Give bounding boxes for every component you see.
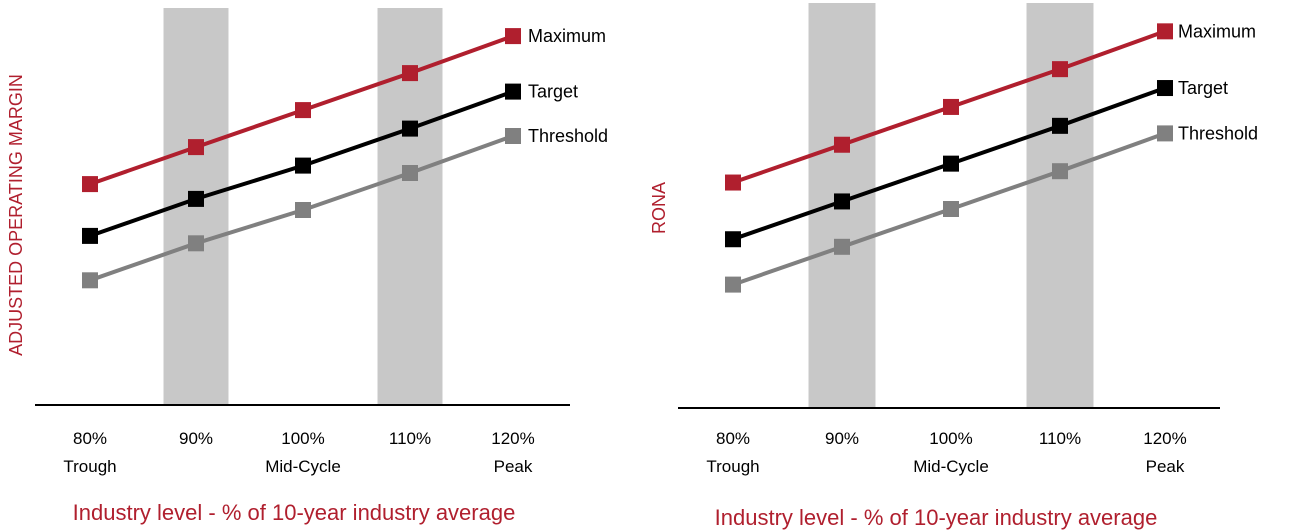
chart-left: Maximum Target Threshold 80% Trough 90% 100% M… (6, 8, 608, 525)
legend-label-threshold: Threshold (528, 126, 608, 146)
x-tick-labels: 80% Trough 90% 100% Mid-Cycle 110% 120% Peak (706, 429, 1186, 476)
legend-label-threshold: Threshold (1178, 123, 1258, 143)
chart-right: Maximum Target Threshold 80% Trough 90% 100% M… (649, 3, 1258, 530)
marker-threshold (505, 128, 521, 144)
legend-label-maximum: Maximum (1178, 21, 1256, 41)
marker-threshold (188, 235, 204, 252)
marker-threshold (1157, 125, 1173, 142)
marker-target (943, 155, 959, 172)
x-tick-label: 90% (179, 429, 213, 448)
marker-target (1157, 80, 1173, 97)
x-axis-title: Industry level - % of 10-year industry a… (73, 500, 516, 525)
x-tick-label: 90% (825, 429, 859, 448)
marker-target (188, 190, 204, 207)
x-tick-sublabel: Peak (494, 457, 533, 476)
series-markers (82, 28, 521, 289)
legend: Maximum Target Threshold (528, 26, 608, 146)
x-tick-sublabel: Trough (63, 457, 116, 476)
x-axis-title: Industry level - % of 10-year industry a… (715, 505, 1158, 530)
x-tick-label: 100% (281, 429, 324, 448)
x-tick-sublabel: Peak (1146, 457, 1185, 476)
marker-target (1052, 117, 1068, 134)
marker-maximum (402, 65, 418, 82)
marker-maximum (295, 102, 311, 119)
x-tick-labels: 80% Trough 90% 100% Mid-Cycle 110% 120% Peak (63, 429, 534, 476)
marker-target (505, 83, 521, 100)
marker-maximum (834, 136, 850, 153)
x-tick-sublabel: Trough (706, 457, 759, 476)
legend-label-maximum: Maximum (528, 26, 606, 46)
marker-threshold (834, 238, 850, 255)
marker-target (834, 193, 850, 210)
marker-threshold (1052, 163, 1068, 180)
marker-maximum (188, 139, 204, 156)
marker-maximum (505, 28, 521, 45)
legend-label-target: Target (528, 82, 578, 102)
marker-threshold (402, 165, 418, 181)
x-tick-label: 100% (929, 429, 972, 448)
series-markers (725, 23, 1173, 293)
legend: Maximum Target Threshold (1178, 21, 1258, 143)
marker-threshold (82, 272, 98, 289)
y-axis-title: ADJUSTED OPERATING MARGIN (6, 74, 26, 356)
marker-threshold (295, 202, 311, 218)
marker-target (725, 231, 741, 248)
marker-target (295, 157, 311, 174)
marker-target (402, 120, 418, 137)
marker-maximum (1157, 23, 1173, 40)
marker-threshold (943, 201, 959, 217)
marker-target (82, 227, 98, 244)
marker-threshold (725, 276, 741, 293)
x-tick-label: 110% (389, 429, 431, 448)
legend-label-target: Target (1178, 78, 1228, 98)
marker-maximum (725, 174, 741, 191)
x-tick-label: 120% (1143, 429, 1186, 448)
x-tick-label: 80% (716, 429, 750, 448)
marker-maximum (943, 98, 959, 115)
x-tick-label: 120% (491, 429, 534, 448)
x-tick-sublabel: Mid-Cycle (913, 457, 989, 476)
marker-maximum (1052, 61, 1068, 78)
x-tick-sublabel: Mid-Cycle (265, 457, 341, 476)
y-axis-title: RONA (649, 182, 669, 234)
marker-maximum (82, 176, 98, 193)
x-tick-label: 80% (73, 429, 107, 448)
x-tick-label: 110% (1039, 429, 1081, 448)
